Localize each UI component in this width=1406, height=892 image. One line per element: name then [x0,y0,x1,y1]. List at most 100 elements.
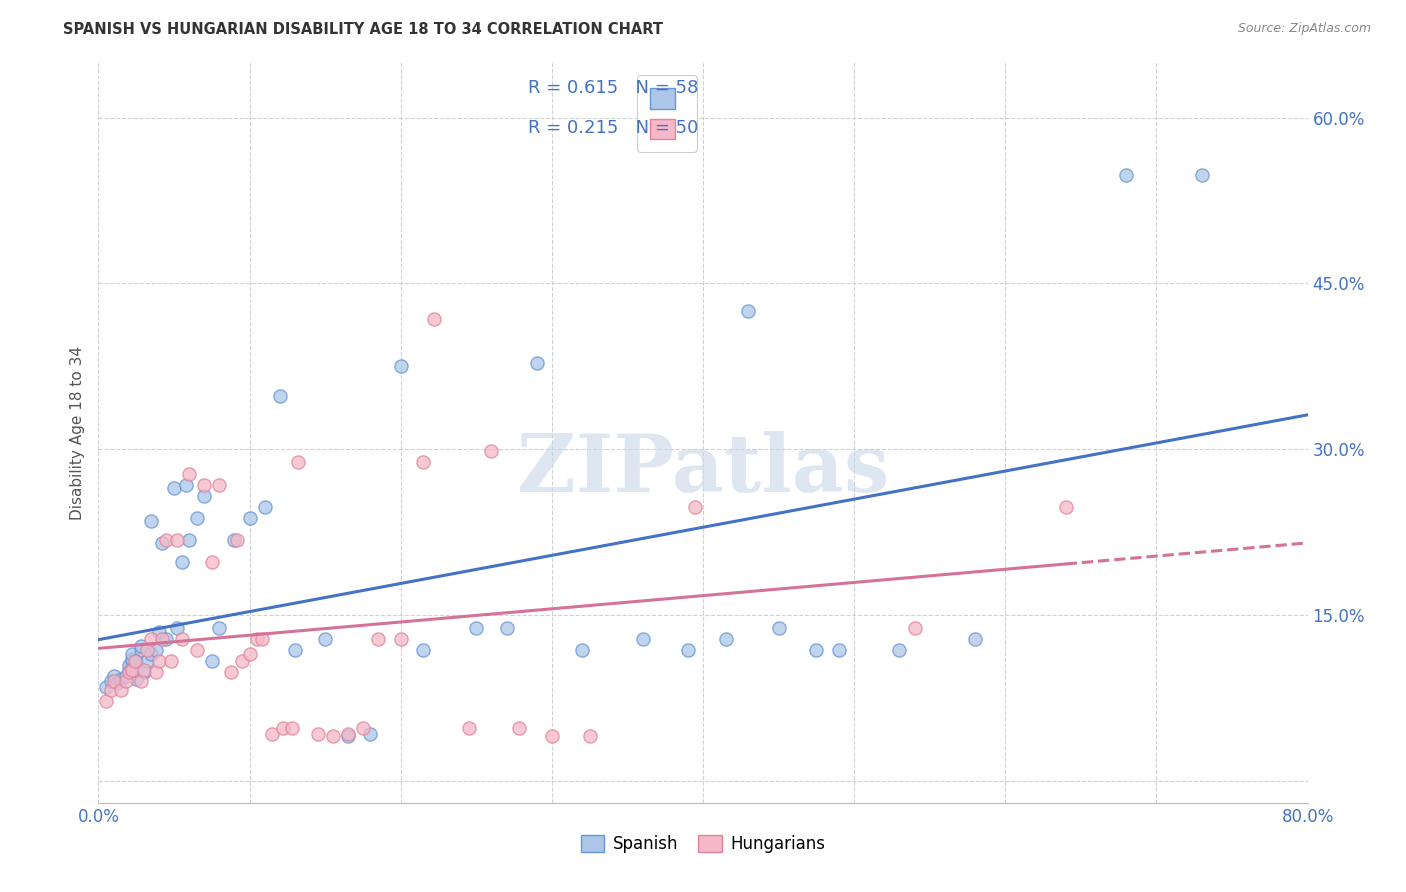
Point [389,359,412,374]
Point [179,467,201,481]
Point [676,643,699,657]
Point [145,665,167,680]
Text: R = 0.615   N = 58: R = 0.615 N = 58 [527,79,697,97]
Legend: Spanish, Hungarians: Spanish, Hungarians [572,826,834,861]
Point [367,632,389,647]
Point [124,654,146,668]
Point [155,632,177,647]
Point [155,533,177,547]
Point [224,533,246,547]
Point [118,657,141,672]
Point [135,643,157,657]
Point [281,721,304,735]
Point [412,643,434,657]
Point [714,632,737,647]
Point [828,643,851,657]
Point [110,672,132,686]
Point [129,639,152,653]
Point [186,510,208,524]
Point [737,304,759,318]
Point [457,721,479,735]
Point [163,481,186,495]
Text: ZIPatlas: ZIPatlas [517,431,889,508]
Point [121,647,143,661]
Point [135,654,157,668]
Point [287,455,309,469]
Point [125,672,148,686]
Text: R = 0.215   N = 50: R = 0.215 N = 50 [527,119,697,136]
Point [1191,168,1213,182]
Point [114,674,136,689]
Point [160,654,183,668]
Point [271,721,294,735]
Point [423,311,446,326]
Point [540,730,562,744]
Point [150,632,173,647]
Point [121,654,143,668]
Point [322,730,344,744]
Point [132,663,155,677]
Point [94,680,117,694]
Point [1054,500,1077,514]
Point [110,683,132,698]
Point [465,621,488,635]
Point [118,663,141,677]
Point [262,727,284,741]
Point [201,555,224,569]
Point [889,643,911,657]
Point [114,669,136,683]
Point [284,643,307,657]
Point [571,643,593,657]
Point [170,632,193,647]
Point [578,730,600,744]
Point [125,663,148,677]
Point [150,536,173,550]
Point [145,643,167,657]
Point [508,721,530,735]
Point [141,514,163,528]
Point [179,533,201,547]
Point [186,643,208,657]
Point [174,477,197,491]
Point [685,500,707,514]
Point [105,676,128,690]
Point [141,632,163,647]
Text: SPANISH VS HUNGARIAN DISABILITY AGE 18 TO 34 CORRELATION CHART: SPANISH VS HUNGARIAN DISABILITY AGE 18 T… [63,22,664,37]
Point [314,632,336,647]
Point [166,621,188,635]
Point [231,654,253,668]
Point [100,674,122,689]
Point [1115,168,1137,182]
Point [193,489,215,503]
Point [129,674,152,689]
Y-axis label: Disability Age 18 to 34: Disability Age 18 to 34 [69,345,84,520]
Point [141,647,163,661]
Point [412,455,434,469]
Point [201,654,224,668]
Point [118,665,141,680]
Point [129,643,152,657]
Point [631,632,654,647]
Point [269,389,291,403]
Point [495,621,517,635]
Point [94,694,117,708]
Point [250,632,273,647]
Point [125,654,148,668]
Point [103,674,125,689]
Point [253,500,276,514]
Point [336,730,359,744]
Point [166,533,188,547]
Point [336,727,359,741]
Text: Source: ZipAtlas.com: Source: ZipAtlas.com [1237,22,1371,36]
Point [170,555,193,569]
Point [121,652,143,666]
Point [904,621,927,635]
Point [246,632,269,647]
Point [239,647,262,661]
Point [148,624,170,639]
Point [768,621,790,635]
Point [360,727,382,741]
Point [148,654,170,668]
Point [239,510,262,524]
Point [481,444,503,458]
